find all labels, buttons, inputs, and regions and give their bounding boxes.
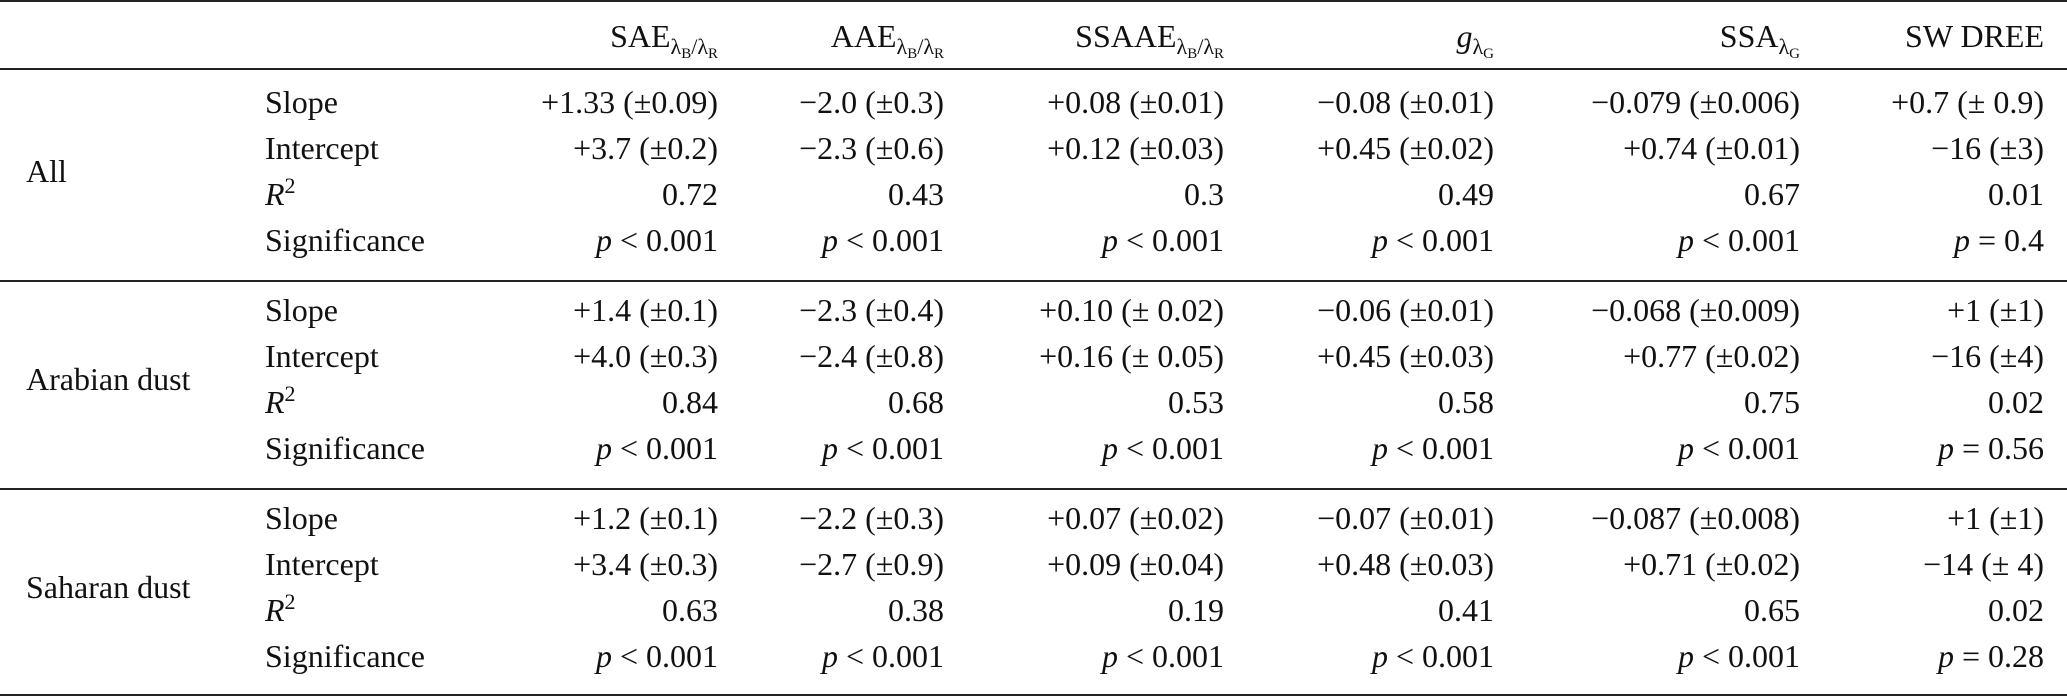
row-label-significance: Significance (265, 430, 425, 466)
header-ssa: SSAλG (1719, 18, 1800, 62)
group-label-saharan-dust: Saharan dust (26, 569, 191, 605)
cell-all-intercept-ssaae: +0.12 (±0.03) (1047, 130, 1224, 166)
cell-saharan-dust-r-squared-g: 0.41 (1438, 592, 1494, 628)
cell-all-significance-g: p < 0.001 (1371, 222, 1494, 258)
cell-arabian-dust-significance-aae: p < 0.001 (821, 430, 944, 466)
cell-arabian-dust-intercept-ssaae: +0.16 (± 0.05) (1039, 338, 1224, 374)
cell-arabian-dust-slope-ssa: −0.068 (±0.009) (1591, 292, 1800, 328)
cell-all-intercept-sw-dree: −16 (±3) (1931, 130, 2044, 166)
header-sw-dree: SW DREE (1905, 18, 2044, 54)
cell-all-slope-g: −0.08 (±0.01) (1317, 84, 1494, 120)
cell-saharan-dust-significance-ssaae: p < 0.001 (1101, 638, 1224, 674)
row-label-significance: Significance (265, 222, 425, 258)
cell-saharan-dust-slope-sw-dree: +1 (±1) (1947, 500, 2044, 536)
cell-arabian-dust-r-squared-sae: 0.84 (662, 384, 718, 420)
group-label-arabian-dust: Arabian dust (26, 361, 191, 397)
cell-arabian-dust-r-squared-aae: 0.68 (888, 384, 944, 420)
cell-all-r-squared-sw-dree: 0.01 (1988, 176, 2044, 212)
cell-arabian-dust-intercept-sae: +4.0 (±0.3) (573, 338, 718, 374)
cell-saharan-dust-slope-sae: +1.2 (±0.1) (573, 500, 718, 536)
cell-arabian-dust-intercept-aae: −2.4 (±0.8) (799, 338, 944, 374)
cell-arabian-dust-slope-sw-dree: +1 (±1) (1947, 292, 2044, 328)
cell-saharan-dust-significance-g: p < 0.001 (1371, 638, 1494, 674)
cell-arabian-dust-slope-ssaae: +0.10 (± 0.02) (1039, 292, 1224, 328)
cell-arabian-dust-significance-ssa: p < 0.001 (1677, 430, 1800, 466)
cell-saharan-dust-intercept-aae: −2.7 (±0.9) (799, 546, 944, 582)
cell-all-r-squared-ssaae: 0.3 (1184, 176, 1224, 212)
header-aae: AAEλB/λR (830, 18, 944, 62)
cell-saharan-dust-slope-aae: −2.2 (±0.3) (799, 500, 944, 536)
cell-all-significance-ssaae: p < 0.001 (1101, 222, 1224, 258)
cell-arabian-dust-intercept-g: +0.45 (±0.03) (1317, 338, 1494, 374)
cell-all-slope-sae: +1.33 (±0.09) (541, 84, 718, 120)
cell-all-r-squared-ssa: 0.67 (1744, 176, 1800, 212)
cell-saharan-dust-r-squared-aae: 0.38 (888, 592, 944, 628)
header-ssaae: SSAAEλB/λR (1075, 18, 1224, 62)
cell-saharan-dust-r-squared-ssaae: 0.19 (1168, 592, 1224, 628)
cell-saharan-dust-intercept-sw-dree: −14 (± 4) (1923, 546, 2044, 582)
row-label-r-squared: R2 (265, 173, 296, 213)
cell-saharan-dust-significance-aae: p < 0.001 (821, 638, 944, 674)
header-rule (0, 68, 2067, 70)
row-label-intercept: Intercept (265, 130, 379, 166)
cell-saharan-dust-intercept-ssa: +0.71 (±0.02) (1623, 546, 1800, 582)
cell-all-r-squared-aae: 0.43 (888, 176, 944, 212)
group-rule (0, 488, 2067, 490)
cell-arabian-dust-slope-g: −0.06 (±0.01) (1317, 292, 1494, 328)
cell-all-significance-sw-dree: p = 0.4 (1953, 222, 2044, 258)
cell-saharan-dust-significance-sw-dree: p = 0.28 (1937, 638, 2044, 674)
cell-all-significance-aae: p < 0.001 (821, 222, 944, 258)
row-label-slope: Slope (265, 292, 338, 328)
bottom-rule (0, 694, 2067, 696)
cell-arabian-dust-intercept-sw-dree: −16 (±4) (1931, 338, 2044, 374)
cell-saharan-dust-intercept-sae: +3.4 (±0.3) (573, 546, 718, 582)
row-label-significance: Significance (265, 638, 425, 674)
cell-arabian-dust-significance-g: p < 0.001 (1371, 430, 1494, 466)
cell-all-significance-sae: p < 0.001 (595, 222, 718, 258)
cell-saharan-dust-r-squared-sw-dree: 0.02 (1988, 592, 2044, 628)
header-g: gλG (1456, 18, 1494, 62)
cell-all-intercept-aae: −2.3 (±0.6) (799, 130, 944, 166)
cell-arabian-dust-r-squared-sw-dree: 0.02 (1988, 384, 2044, 420)
cell-saharan-dust-r-squared-sae: 0.63 (662, 592, 718, 628)
cell-saharan-dust-slope-ssaae: +0.07 (±0.02) (1047, 500, 1224, 536)
row-label-r-squared: R2 (265, 381, 296, 421)
cell-saharan-dust-intercept-ssaae: +0.09 (±0.04) (1047, 546, 1224, 582)
cell-saharan-dust-intercept-g: +0.48 (±0.03) (1317, 546, 1494, 582)
row-label-r-squared: R2 (265, 589, 296, 629)
top-rule (0, 0, 2067, 2)
group-rule (0, 280, 2067, 282)
cell-all-r-squared-sae: 0.72 (662, 176, 718, 212)
cell-all-significance-ssa: p < 0.001 (1677, 222, 1800, 258)
cell-arabian-dust-r-squared-ssaae: 0.53 (1168, 384, 1224, 420)
cell-arabian-dust-slope-aae: −2.3 (±0.4) (799, 292, 944, 328)
cell-saharan-dust-r-squared-ssa: 0.65 (1744, 592, 1800, 628)
cell-all-slope-ssa: −0.079 (±0.006) (1591, 84, 1800, 120)
cell-all-intercept-sae: +3.7 (±0.2) (573, 130, 718, 166)
cell-arabian-dust-significance-sae: p < 0.001 (595, 430, 718, 466)
cell-saharan-dust-significance-ssa: p < 0.001 (1677, 638, 1800, 674)
row-label-intercept: Intercept (265, 338, 379, 374)
cell-arabian-dust-r-squared-ssa: 0.75 (1744, 384, 1800, 420)
cell-all-slope-ssaae: +0.08 (±0.01) (1047, 84, 1224, 120)
row-label-slope: Slope (265, 84, 338, 120)
row-label-intercept: Intercept (265, 546, 379, 582)
cell-saharan-dust-significance-sae: p < 0.001 (595, 638, 718, 674)
cell-all-r-squared-g: 0.49 (1438, 176, 1494, 212)
group-label-all: All (26, 153, 67, 189)
cell-all-intercept-ssa: +0.74 (±0.01) (1623, 130, 1800, 166)
cell-arabian-dust-significance-sw-dree: p = 0.56 (1937, 430, 2044, 466)
cell-saharan-dust-slope-ssa: −0.087 (±0.008) (1591, 500, 1800, 536)
cell-arabian-dust-significance-ssaae: p < 0.001 (1101, 430, 1224, 466)
cell-arabian-dust-slope-sae: +1.4 (±0.1) (573, 292, 718, 328)
cell-arabian-dust-intercept-ssa: +0.77 (±0.02) (1623, 338, 1800, 374)
header-sae: SAEλB/λR (610, 18, 718, 62)
cell-saharan-dust-slope-g: −0.07 (±0.01) (1317, 500, 1494, 536)
row-label-slope: Slope (265, 500, 338, 536)
cell-arabian-dust-r-squared-g: 0.58 (1438, 384, 1494, 420)
cell-all-slope-aae: −2.0 (±0.3) (799, 84, 944, 120)
cell-all-intercept-g: +0.45 (±0.02) (1317, 130, 1494, 166)
cell-all-slope-sw-dree: +0.7 (± 0.9) (1891, 84, 2044, 120)
